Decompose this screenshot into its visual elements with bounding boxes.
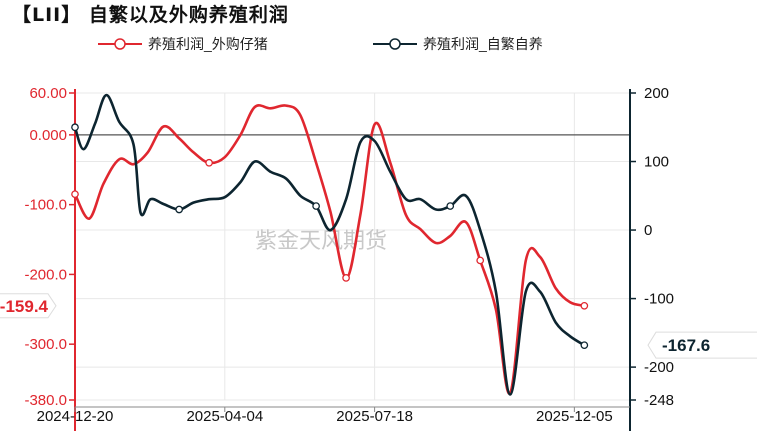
right-tick-label: -248	[644, 392, 674, 409]
right-tick-label: 0	[644, 222, 652, 239]
last-value-badge-right	[647, 331, 757, 359]
left-tick-label: -100.0	[24, 197, 67, 214]
left-tick-label: -380.0	[24, 392, 67, 409]
x-tick-label: 2025-07-18	[336, 408, 413, 425]
series-point	[342, 274, 350, 282]
x-tick-label: 2025-04-04	[186, 408, 263, 425]
series-line-self-bred	[73, 93, 586, 396]
grid	[74, 92, 630, 401]
left-tick-label: -300.0	[24, 336, 67, 353]
last-value-label-right: -167.6	[662, 336, 710, 355]
legend-label: 养殖利润_自繁自养	[423, 36, 543, 52]
axes: 60.00 0.000 -100.0 -200.0 -300.0 -380.0 200 100…	[24, 85, 674, 431]
watermark: 紫金天风期货	[255, 228, 387, 253]
legend-label: 养殖利润_外购仔猪	[148, 36, 268, 52]
left-tick-label: 60.00	[29, 85, 67, 102]
series-point	[312, 202, 320, 210]
right-tick-label: 100	[644, 154, 669, 171]
series-lines	[71, 93, 589, 396]
right-tick-label: 200	[644, 85, 669, 102]
chart-title: 【LII】 自繁以及外购养殖利润	[12, 4, 289, 26]
legend: 养殖利润_外购仔猪 养殖利润_自繁自养	[98, 36, 543, 52]
series-point	[71, 123, 79, 132]
legend-marker	[114, 38, 126, 50]
right-tick-label: -200	[644, 359, 674, 376]
series-point	[446, 202, 455, 210]
x-tick-label: 2025-12-05	[536, 408, 613, 425]
series-point	[580, 301, 589, 310]
last-value-label-left: -159.4	[0, 297, 49, 316]
x-tick-label: 2024-12-20	[37, 408, 114, 425]
series-point	[205, 158, 213, 167]
right-tick-label: -100	[644, 291, 674, 308]
left-tick-label: 0.000	[29, 127, 67, 144]
left-tick-label: -200.0	[24, 266, 67, 283]
series-point	[580, 341, 589, 350]
series-point	[71, 190, 79, 199]
last-value-badge-left	[0, 293, 57, 319]
legend-marker	[389, 38, 401, 50]
series-point	[175, 205, 184, 214]
series-point	[476, 256, 485, 265]
last-value-labels: -159.4 -167.6	[0, 293, 757, 359]
